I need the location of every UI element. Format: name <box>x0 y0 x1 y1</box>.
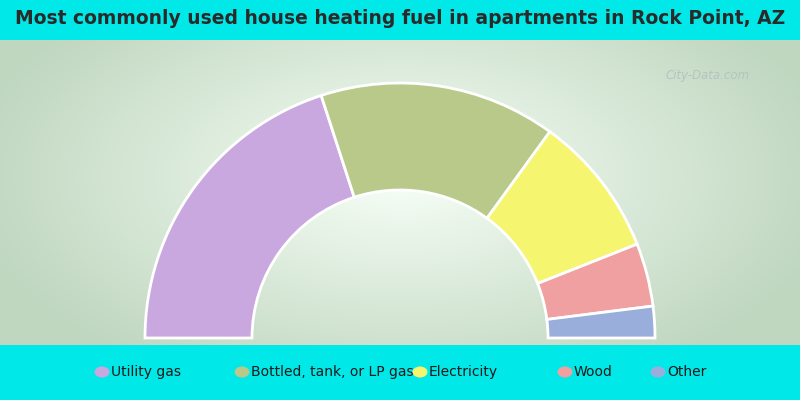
Bar <box>0 345 800 400</box>
Text: Electricity: Electricity <box>429 365 498 379</box>
Text: Most commonly used house heating fuel in apartments in Rock Point, AZ: Most commonly used house heating fuel in… <box>15 8 785 28</box>
Text: Wood: Wood <box>574 365 613 379</box>
Ellipse shape <box>650 366 666 378</box>
Text: City-Data.com: City-Data.com <box>665 68 749 82</box>
Wedge shape <box>538 244 653 320</box>
Ellipse shape <box>94 366 110 378</box>
Bar <box>0 0 800 40</box>
Wedge shape <box>145 96 354 338</box>
Wedge shape <box>547 306 655 338</box>
Text: Other: Other <box>667 365 706 379</box>
Text: Bottled, tank, or LP gas: Bottled, tank, or LP gas <box>251 365 414 379</box>
Wedge shape <box>322 83 550 218</box>
Wedge shape <box>487 132 637 284</box>
Ellipse shape <box>234 366 250 378</box>
Ellipse shape <box>558 366 573 378</box>
Text: Utility gas: Utility gas <box>111 365 181 379</box>
Ellipse shape <box>413 366 427 378</box>
